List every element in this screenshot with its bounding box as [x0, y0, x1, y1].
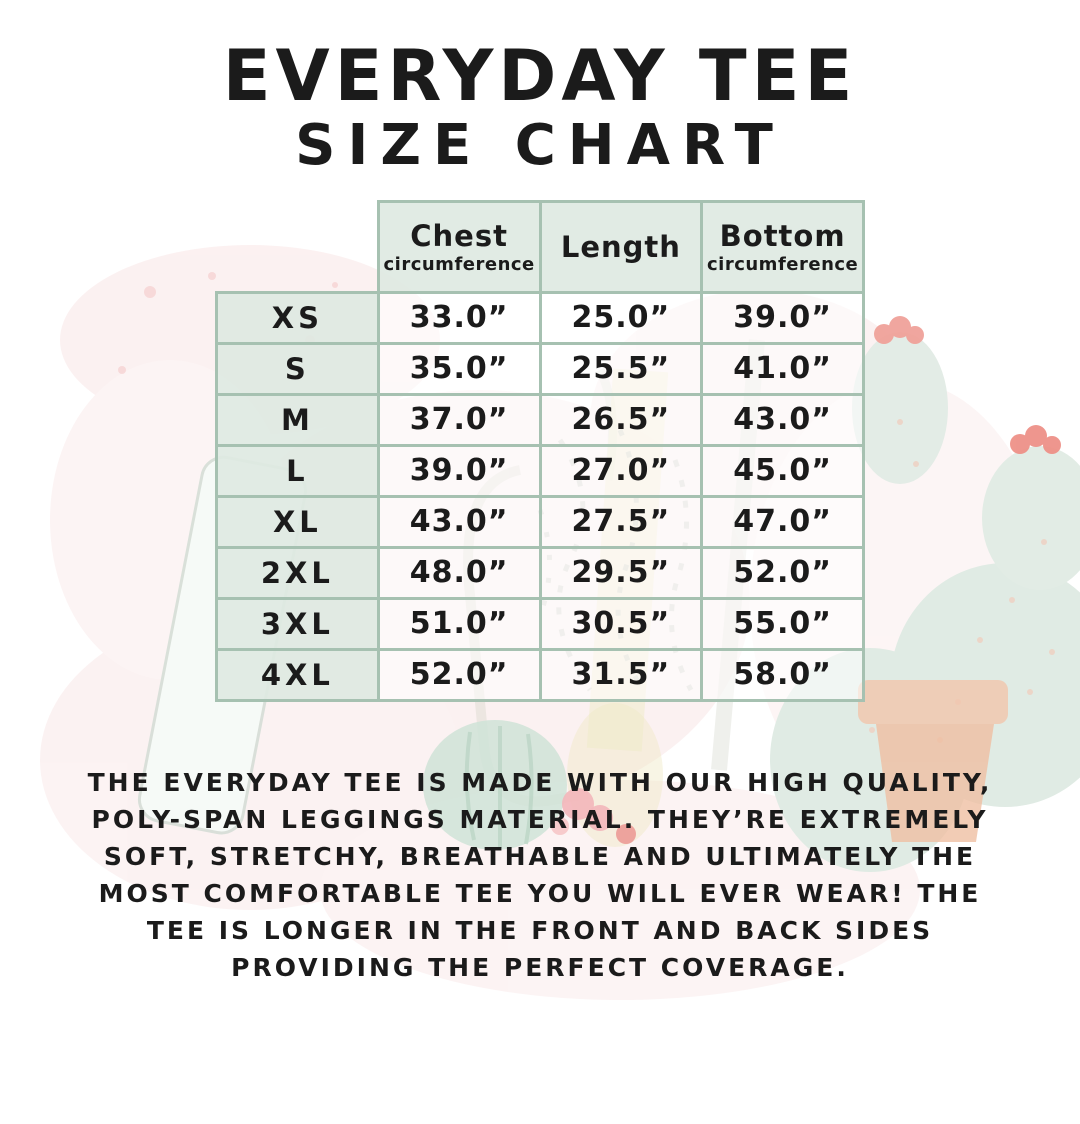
header-row: Chest circumference Length Bottom circum… [217, 199, 865, 294]
size-label: XS [215, 290, 380, 345]
page-subtitle: SIZE CHART [295, 112, 785, 178]
column-label: Length [560, 229, 681, 264]
size-label: XL [215, 494, 380, 549]
length-value: 30.5” [538, 596, 704, 651]
chest-value: 37.0” [376, 392, 542, 447]
length-value: 26.5” [538, 392, 704, 447]
size-table-wrap: Chest circumference Length Bottom circum… [0, 199, 1080, 702]
length-value: 31.5” [538, 647, 704, 702]
bottom-value: 43.0” [700, 392, 865, 447]
length-value: 25.0” [538, 290, 704, 345]
table-row: S 35.0” 25.5” 41.0” [215, 341, 865, 396]
column-sublabel: circumference [383, 253, 535, 275]
column-header-length: Length [538, 199, 704, 294]
column-sublabel: circumference [706, 253, 859, 275]
length-value: 29.5” [538, 545, 704, 600]
table-row: XS 33.0” 25.0” 39.0” [215, 290, 865, 345]
bottom-value: 47.0” [700, 494, 865, 549]
bottom-value: 52.0” [700, 545, 865, 600]
description-text: THE EVERYDAY TEE IS MADE WITH OUR HIGH Q… [87, 767, 993, 982]
size-label: 3XL [215, 596, 380, 651]
size-label: 2XL [215, 545, 380, 600]
table-corner-spacer [217, 201, 379, 292]
size-chart-graphic: EVERYDAY TEE SIZE CHART Chest circumfere… [0, 35, 1080, 986]
table-row: M 37.0” 26.5” 43.0” [215, 392, 865, 447]
bottom-value: 41.0” [700, 341, 865, 396]
title-block: EVERYDAY TEE SIZE CHART [0, 35, 1080, 178]
table-row: 4XL 52.0” 31.5” 58.0” [215, 647, 865, 702]
bottom-value: 39.0” [700, 290, 865, 345]
bottom-value: 45.0” [700, 443, 865, 498]
size-table: Chest circumference Length Bottom circum… [215, 199, 865, 702]
chest-value: 39.0” [376, 443, 542, 498]
chest-value: 33.0” [376, 290, 542, 345]
table-row: 3XL 51.0” 30.5” 55.0” [215, 596, 865, 651]
table-row: 2XL 48.0” 29.5” 52.0” [215, 545, 865, 600]
size-label: S [215, 341, 380, 396]
table-row: L 39.0” 27.0” 45.0” [215, 443, 865, 498]
chest-value: 52.0” [376, 647, 542, 702]
length-value: 25.5” [538, 341, 704, 396]
length-value: 27.5” [538, 494, 704, 549]
size-label: M [215, 392, 380, 447]
size-label: 4XL [215, 647, 380, 702]
table-row: XL 43.0” 27.5” 47.0” [215, 494, 865, 549]
column-label: Bottom [719, 218, 846, 253]
length-value: 27.0” [538, 443, 704, 498]
bottom-value: 58.0” [700, 647, 865, 702]
bottom-value: 55.0” [700, 596, 865, 651]
chest-value: 35.0” [376, 341, 542, 396]
size-label: L [215, 443, 380, 498]
page-title: EVERYDAY TEE [222, 35, 858, 117]
column-header-bottom: Bottom circumference [700, 199, 865, 294]
chest-value: 48.0” [376, 545, 542, 600]
chest-value: 51.0” [376, 596, 542, 651]
column-header-chest: Chest circumference [376, 199, 542, 294]
chest-value: 43.0” [376, 494, 542, 549]
column-label: Chest [410, 218, 508, 253]
